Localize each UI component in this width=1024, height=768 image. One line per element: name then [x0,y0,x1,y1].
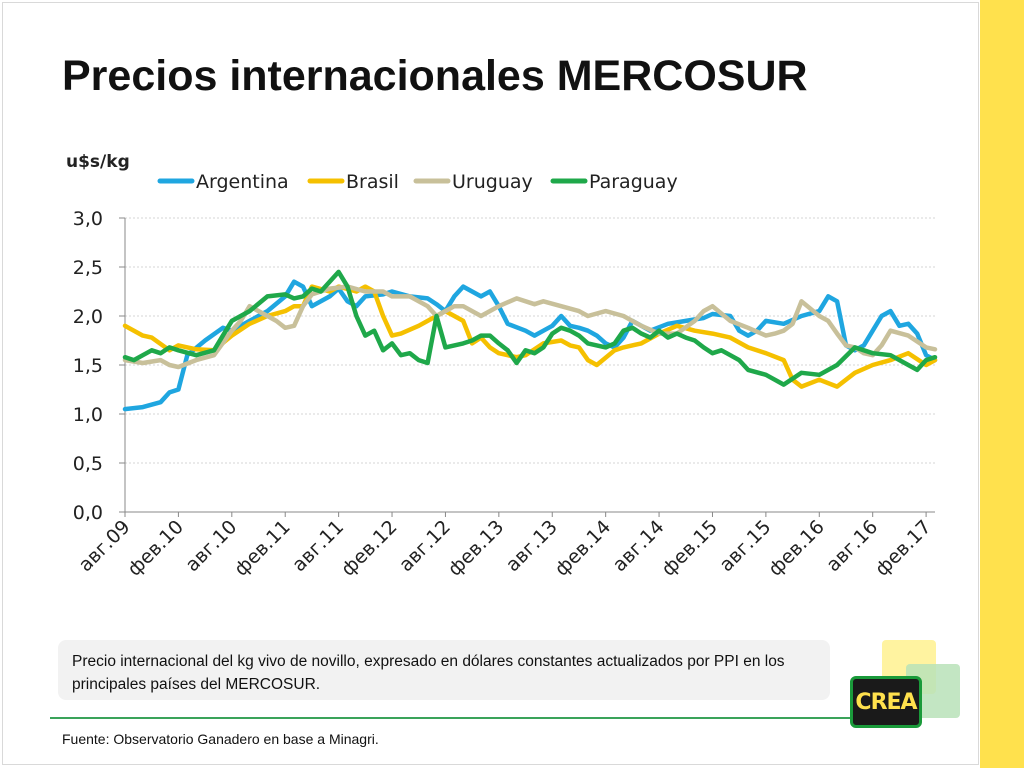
series-line-brasil [122,284,938,389]
y-tick-label: 1,5 [73,355,103,377]
side-stripe [980,0,1024,768]
line-chart: 0,00,51,01,52,02,53,0авг.09фев.10авг.10ф… [66,152,938,581]
legend-label: Uruguay [452,171,533,193]
y-tick-label: 1,0 [73,404,103,426]
x-tick-label: фев.17 [871,516,936,581]
x-tick-label: фев.14 [551,516,616,581]
logo-text: CREA [855,689,917,715]
legend-label: Brasil [346,171,399,193]
x-tick-label: фев.16 [764,516,829,581]
x-tick-label: фев.12 [337,516,402,581]
x-tick-label: фев.13 [444,516,509,581]
y-tick-label: 2,5 [73,257,103,279]
series-line-uruguay [122,284,938,370]
series-line-paraguay [122,269,938,387]
slide-frame [2,2,979,765]
y-tick-label: 0,5 [73,453,103,475]
caption-text: Precio internacional del kg vivo de novi… [72,653,785,693]
legend-label: Paraguay [589,171,678,193]
crea-logo: CREA [850,676,922,728]
series-line-argentina [122,279,938,412]
y-tick-label: 3,0 [73,208,103,230]
x-tick-label: фев.11 [230,516,295,581]
y-tick-label: 0,0 [73,502,103,524]
x-tick-label: фев.15 [657,516,722,581]
caption-box: Precio internacional del kg vivo de novi… [58,640,830,700]
legend-label: Argentina [196,171,289,193]
x-tick-label: фев.10 [123,516,188,581]
y-tick-label: 2,0 [73,306,103,328]
slide-title: Precios internacionales MERCOSUR [62,52,808,100]
source-note: Fuente: Observatorio Ganadero en base a … [62,731,379,747]
y-axis-label: u$s/kg [66,152,130,172]
divider-line [50,717,850,719]
